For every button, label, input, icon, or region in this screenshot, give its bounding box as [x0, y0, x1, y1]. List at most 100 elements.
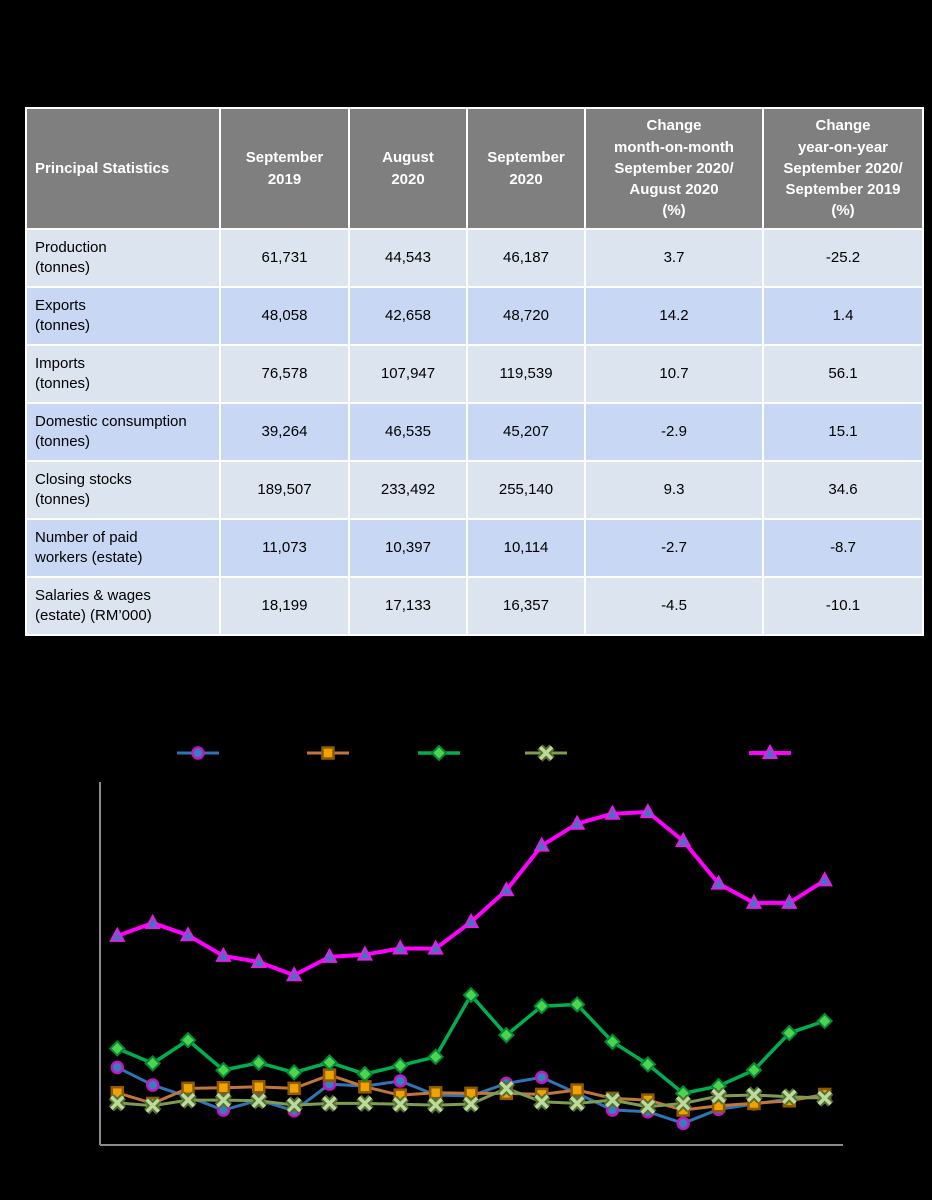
data-point-triangle [816, 871, 833, 887]
data-point-diamond [497, 1026, 515, 1044]
row-value: 9.3 [584, 460, 764, 520]
data-point-triangle [745, 893, 763, 909]
data-point-x [428, 1097, 443, 1113]
data-point-triangle [215, 946, 232, 962]
row-value: 107,947 [348, 344, 468, 404]
data-point-diamond [391, 1057, 409, 1074]
data-point-diamond [639, 1055, 657, 1073]
row-value: 34.6 [762, 460, 924, 520]
row-value: 15.1 [762, 402, 924, 462]
row-value: 10,114 [466, 518, 586, 578]
header-change-yoy: Change year-on-year September 2020/ Sept… [762, 107, 924, 230]
data-point-x [357, 1096, 373, 1111]
data-point-x [499, 1081, 514, 1096]
data-point-triangle [109, 926, 126, 942]
header-change-mom: Change month-on-month September 2020/ Au… [584, 107, 764, 230]
data-point-x [569, 1096, 585, 1111]
header-september-2020: September 2020 [466, 107, 586, 230]
data-point-triangle [568, 814, 586, 830]
data-point-diamond [816, 1012, 834, 1030]
data-point-x [216, 1092, 231, 1108]
table-row: Closing stocks (tonnes) 189,507 233,492 255… [25, 460, 924, 520]
legend-marker-square [321, 746, 335, 760]
row-label: Exports (tonnes) [25, 286, 221, 346]
row-value: 1.4 [762, 286, 924, 346]
data-point-diamond [462, 986, 480, 1004]
data-point-diamond [356, 1065, 374, 1083]
data-point-triangle [392, 939, 409, 955]
row-label: Closing stocks (tonnes) [25, 460, 221, 520]
data-point-triangle [250, 952, 267, 968]
header-principal-statistics: Principal Statistics [25, 107, 221, 230]
data-point-circle [393, 1074, 408, 1088]
row-label: Salaries & wages (estate) (RM’000) [25, 576, 221, 636]
statistics-table: Principal Statistics September 2019 Augu… [25, 107, 924, 636]
table-row: Production (tonnes) 61,731 44,543 46,187 3.7… [25, 228, 924, 288]
data-point-circle [145, 1078, 160, 1092]
data-point-triangle [321, 947, 338, 963]
row-value: 44,543 [348, 228, 468, 288]
data-point-diamond [321, 1054, 338, 1071]
row-value: 14.2 [584, 286, 764, 346]
data-point-triangle [675, 831, 692, 848]
data-point-diamond [427, 1048, 445, 1066]
data-point-square [322, 1068, 337, 1082]
data-point-triangle [285, 966, 303, 982]
data-point-diamond [108, 1040, 126, 1057]
data-point-diamond [604, 1033, 621, 1051]
row-value: -25.2 [762, 228, 924, 288]
data-point-square [216, 1080, 231, 1095]
row-value: -8.7 [762, 518, 924, 578]
row-value: 46,535 [348, 402, 468, 462]
data-point-triangle [144, 913, 161, 929]
data-point-square [287, 1081, 301, 1096]
row-value: 76,578 [219, 344, 350, 404]
data-point-diamond [533, 997, 551, 1015]
table-row: Salaries & wages (estate) (RM’000) 18,199… [25, 576, 924, 636]
data-point-square [252, 1080, 266, 1094]
row-value: 42,658 [348, 286, 468, 346]
data-point-diamond [214, 1061, 232, 1079]
row-value: 10,397 [348, 518, 468, 578]
data-point-x [145, 1098, 160, 1113]
data-point-circle [534, 1070, 549, 1085]
row-label: Imports (tonnes) [25, 344, 221, 404]
row-value: -10.1 [762, 576, 924, 636]
data-point-triangle [639, 802, 657, 819]
row-value: 119,539 [466, 344, 586, 404]
row-label: Number of paid workers (estate) [25, 518, 221, 578]
data-point-triangle [781, 893, 798, 909]
data-point-diamond [745, 1061, 763, 1079]
data-point-diamond [780, 1024, 798, 1042]
data-point-square [570, 1083, 584, 1097]
table-header-row: Principal Statistics September 2019 Augu… [25, 107, 924, 230]
data-point-x [463, 1096, 479, 1112]
data-point-triangle [710, 874, 727, 890]
data-point-x [110, 1095, 125, 1111]
row-value: 48,058 [219, 286, 350, 346]
row-value: 18,199 [219, 576, 350, 636]
data-point-square [358, 1080, 372, 1094]
row-value: 61,731 [219, 228, 350, 288]
data-point-square [181, 1081, 195, 1096]
data-point-triangle [427, 939, 444, 955]
row-value: 46,187 [466, 228, 586, 288]
legend-marker-triangle [761, 743, 779, 759]
data-point-x [711, 1088, 726, 1104]
data-point-x [605, 1092, 620, 1108]
row-value: 39,264 [219, 402, 350, 462]
data-point-triangle [179, 926, 197, 942]
table-row: Exports (tonnes) 48,058 42,658 48,720 14.2 1.… [25, 286, 924, 346]
data-point-x [251, 1093, 267, 1108]
row-value: 233,492 [348, 460, 468, 520]
row-value: -2.7 [584, 518, 764, 578]
row-label: Production (tonnes) [25, 228, 221, 288]
statistics-table-body: Production (tonnes) 61,731 44,543 46,187 3.7… [25, 228, 924, 636]
row-value: 56.1 [762, 344, 924, 404]
row-value: 3.7 [584, 228, 764, 288]
data-point-triangle [356, 945, 374, 961]
table-row: Imports (tonnes) 76,578 107,947 119,539 10.7… [25, 344, 924, 404]
row-value: 48,720 [466, 286, 586, 346]
data-point-diamond [250, 1054, 268, 1072]
